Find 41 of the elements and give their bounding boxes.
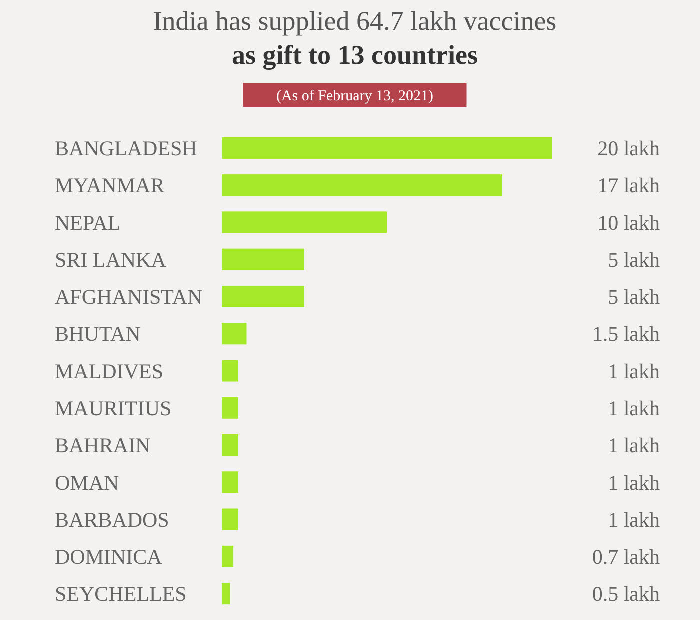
y-tick-label: BANGLADESH <box>55 136 198 161</box>
y-tick-label: BARBADOS <box>55 508 170 532</box>
y-tick-label: SRI LANKA <box>55 248 168 272</box>
y-tick-label: AFGHANISTAN <box>55 285 203 310</box>
bar <box>222 508 238 530</box>
data-label: 0.5 lakh <box>592 582 660 606</box>
chart-title: India has supplied 64.7 lakh vaccines as gift to 13 countries <box>153 6 557 70</box>
data-label: 10 lakh <box>598 210 660 235</box>
data-label: 0.7 lakh <box>592 545 660 570</box>
bar <box>222 360 238 382</box>
data-label: 1 lakh <box>608 508 660 532</box>
bar <box>222 546 234 568</box>
data-label: 1 lakh <box>608 470 660 495</box>
data-label: 1 lakh <box>608 396 660 420</box>
data-label: 1.5 lakh <box>592 322 660 346</box>
bar <box>222 583 230 605</box>
y-tick-label: DOMINICA <box>55 545 164 570</box>
y-tick-label: BHUTAN <box>55 322 141 346</box>
y-tick-label: OMAN <box>55 470 120 495</box>
bar <box>222 212 387 234</box>
y-tick-label: BAHRAIN <box>55 434 151 458</box>
bar <box>222 323 247 345</box>
y-tick-label: MALDIVES <box>55 359 164 384</box>
bar <box>222 397 238 419</box>
bar <box>222 286 304 308</box>
y-tick-label: SEYCHELLES <box>55 582 187 606</box>
y-tick-label: MYANMAR <box>55 174 165 198</box>
data-label: 1 lakh <box>608 359 660 384</box>
data-label: 5 lakh <box>608 248 660 272</box>
data-label: 5 lakh <box>608 285 660 310</box>
bar <box>222 472 238 494</box>
chart-subtitle: (As of February 13, 2021) <box>276 88 434 104</box>
data-label: 20 lakh <box>598 136 660 161</box>
y-tick-label: MAURITIUS <box>55 396 172 420</box>
bar <box>222 434 238 456</box>
bar <box>222 248 304 270</box>
bar <box>222 174 502 196</box>
data-label: 1 lakh <box>608 434 660 458</box>
data-label: 17 lakh <box>598 174 660 198</box>
y-tick-label: NEPAL <box>55 210 121 235</box>
bar <box>222 137 552 159</box>
